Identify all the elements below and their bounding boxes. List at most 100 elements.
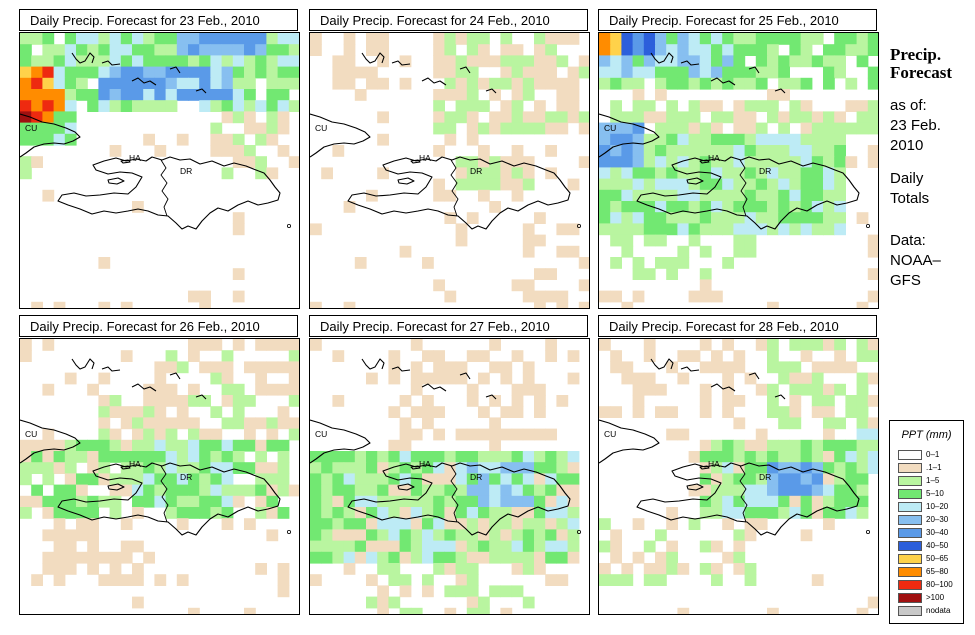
- precip-cell: [699, 540, 712, 553]
- forecast-panel-feb27: Daily Precip. Forecast for 27 Feb., 2010…: [309, 315, 590, 615]
- precip-cell: [176, 574, 189, 586]
- precip-cell: [410, 473, 423, 486]
- precip-cell: [489, 395, 501, 407]
- precip-cell: [511, 55, 524, 68]
- legend-label: 10–20: [926, 502, 949, 511]
- precip-cell: [800, 100, 813, 112]
- precip-cell: [755, 428, 768, 441]
- precip-cell: [354, 451, 367, 463]
- precip-cell: [789, 417, 802, 430]
- precip-cell: [478, 178, 490, 191]
- precip-cell: [399, 395, 412, 407]
- precip-cell: [688, 223, 701, 236]
- precip-cell: [98, 428, 111, 441]
- precip-cell: [399, 585, 412, 598]
- precip-cell: [455, 66, 468, 79]
- precip-cell: [677, 122, 690, 135]
- precip-cell: [744, 77, 757, 90]
- precip-map: CU HA DR: [19, 32, 300, 309]
- precip-cell: [643, 574, 656, 586]
- bahamas-islands: [650, 52, 674, 64]
- precip-cell: [845, 406, 858, 418]
- precip-cell: [199, 66, 211, 79]
- precip-cell: [199, 361, 211, 374]
- precip-cell: [53, 133, 66, 146]
- precip-cell: [377, 507, 389, 519]
- precip-cell: [98, 395, 111, 407]
- precip-cell: [699, 507, 712, 519]
- precip-cell: [567, 518, 580, 530]
- precip-cell: [53, 484, 66, 497]
- precip-cell: [643, 133, 656, 146]
- precip-cell: [188, 55, 200, 68]
- legend-swatch: [898, 463, 922, 473]
- precip-cell: [867, 245, 878, 258]
- precip-cell: [556, 223, 569, 236]
- precip-cell: [165, 33, 178, 45]
- precip-cell: [42, 439, 55, 452]
- precip-cell: [500, 428, 513, 441]
- precip-cell: [388, 507, 401, 519]
- precip-cell: [500, 122, 513, 135]
- precip-cell: [722, 406, 734, 418]
- precip-cell: [266, 167, 279, 180]
- precip-cell: [42, 551, 55, 564]
- precip-cell: [42, 563, 55, 575]
- precip-cell: [154, 473, 167, 486]
- precip-cell: [132, 55, 144, 68]
- precip-cell: [632, 89, 645, 101]
- precip-cell: [277, 383, 290, 396]
- precip-cell: [120, 484, 133, 497]
- precip-cell: [610, 201, 622, 213]
- precip-cell: [655, 89, 667, 101]
- precip-cell: [76, 89, 88, 101]
- precip-cell: [534, 495, 546, 508]
- precip-cell: [534, 451, 546, 463]
- precip-cell: [845, 439, 858, 452]
- cuba-coastline: [20, 113, 81, 158]
- precip-cell: [733, 551, 746, 564]
- precip-cell: [87, 66, 99, 79]
- precip-cell: [755, 55, 768, 68]
- precip-cell: [621, 156, 634, 168]
- precip-cell: [711, 350, 723, 362]
- precip-cell: [165, 462, 178, 474]
- precip-cell: [789, 372, 802, 385]
- precip-cell: [399, 518, 412, 530]
- precip-cell: [489, 451, 501, 463]
- bahamas-islands: [748, 372, 760, 380]
- precip-cell: [834, 417, 846, 430]
- precip-cell: [422, 395, 434, 407]
- cuba-coastline: [20, 419, 81, 464]
- precip-cell: [255, 473, 267, 486]
- precip-cell: [288, 361, 299, 374]
- precip-cell: [744, 563, 757, 575]
- precip-cell: [466, 77, 479, 90]
- precip-cell: [310, 540, 322, 553]
- precip-cell: [677, 189, 690, 202]
- precip-cell: [255, 383, 267, 396]
- precip-cell: [422, 451, 434, 463]
- precip-cell: [255, 339, 267, 351]
- legend-swatch: [898, 606, 922, 616]
- precip-cell: [388, 574, 401, 586]
- precip-cell: [210, 122, 223, 135]
- precip-cell: [500, 167, 513, 180]
- precip-cell: [388, 462, 401, 474]
- data-source-block: Data: NOAA– GFS: [890, 231, 941, 291]
- precip-cell: [489, 473, 501, 486]
- precip-cell: [232, 439, 245, 452]
- precip-cell: [744, 518, 757, 530]
- precip-cell: [778, 361, 790, 374]
- precip-cell: [522, 55, 535, 68]
- precip-cell: [354, 257, 367, 269]
- precip-cell: [87, 518, 99, 530]
- precip-cell: [221, 133, 234, 146]
- precip-cell: [466, 44, 479, 56]
- precip-cell: [778, 406, 790, 418]
- precip-cell: [255, 361, 267, 374]
- precip-cell: [856, 395, 869, 407]
- precip-cell: [210, 428, 223, 441]
- precip-cell: [109, 55, 122, 68]
